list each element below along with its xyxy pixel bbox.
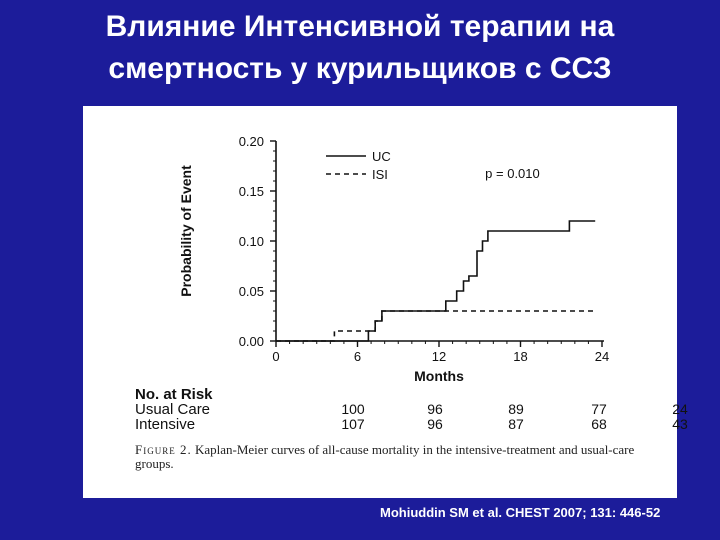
- figure-caption-lead: Figure 2.: [135, 442, 192, 457]
- risk-cell-is-24: 43: [672, 416, 688, 432]
- y-tick-label-3: 0.15: [239, 184, 264, 199]
- y-tick-label-4: 0.20: [239, 134, 264, 149]
- risk-cell-is-12: 87: [508, 416, 524, 432]
- risk-cell-is-0: 107: [341, 416, 365, 432]
- x-tick-label-2: 12: [432, 349, 446, 364]
- x-axis-label: Months: [414, 368, 464, 384]
- x-tick-label-4: 24: [595, 349, 609, 364]
- risk-table-title: No. at Risk: [135, 386, 213, 403]
- risk-cell-uc-18: 77: [591, 401, 607, 417]
- figure-panel: 0.00 0.05 0.10 0.15 0.20 0 6 12 18 24 Months Probab…: [83, 106, 688, 498]
- y-tick-label-0: 0.00: [239, 334, 264, 349]
- risk-row-label-intensive: Intensive: [135, 416, 196, 433]
- series-line-uc: [276, 220, 596, 342]
- risk-cell-is-6: 96: [427, 416, 443, 432]
- y-tick-label-1: 0.05: [239, 284, 264, 299]
- slide-title: Влияние Интенсивной терапии на смертност…: [0, 6, 720, 90]
- figure-caption-text: Kaplan-Meier curves of all-cause mortali…: [135, 442, 635, 471]
- risk-table: No. at Risk Usual Care Intensive 100 96 …: [135, 386, 688, 442]
- risk-cell-uc-12: 89: [508, 401, 524, 417]
- figure-caption: Figure 2. Kaplan-Meier curves of all-cau…: [135, 443, 675, 471]
- slide-title-line-2: смертность у курильщиков с ССЗ: [108, 52, 612, 85]
- legend-label-isi: ISI: [372, 167, 388, 182]
- y-axis-label: Probability of Event: [178, 165, 194, 297]
- slide-title-line-1: Влияние Интенсивной терапии на: [105, 10, 615, 43]
- series-line-isi: [276, 310, 596, 342]
- risk-cell-uc-24: 24: [672, 401, 688, 417]
- risk-cell-uc-0: 100: [341, 401, 365, 417]
- p-value-annotation: p = 0.010: [485, 166, 540, 181]
- x-tick-label-1: 6: [354, 349, 361, 364]
- risk-cell-is-18: 68: [591, 416, 607, 432]
- x-tick-label-0: 0: [272, 349, 279, 364]
- risk-row-label-usual-care: Usual Care: [135, 401, 211, 418]
- kaplan-meier-chart: 0.00 0.05 0.10 0.15 0.20 0 6 12 18 24 Months Probab…: [178, 134, 609, 384]
- risk-cell-uc-6: 96: [427, 401, 443, 417]
- citation: Mohiuddin SM et al. CHEST 2007; 131: 446…: [380, 505, 661, 520]
- x-tick-label-3: 18: [513, 349, 527, 364]
- legend-label-uc: UC: [372, 149, 391, 164]
- y-tick-label-2: 0.10: [239, 234, 264, 249]
